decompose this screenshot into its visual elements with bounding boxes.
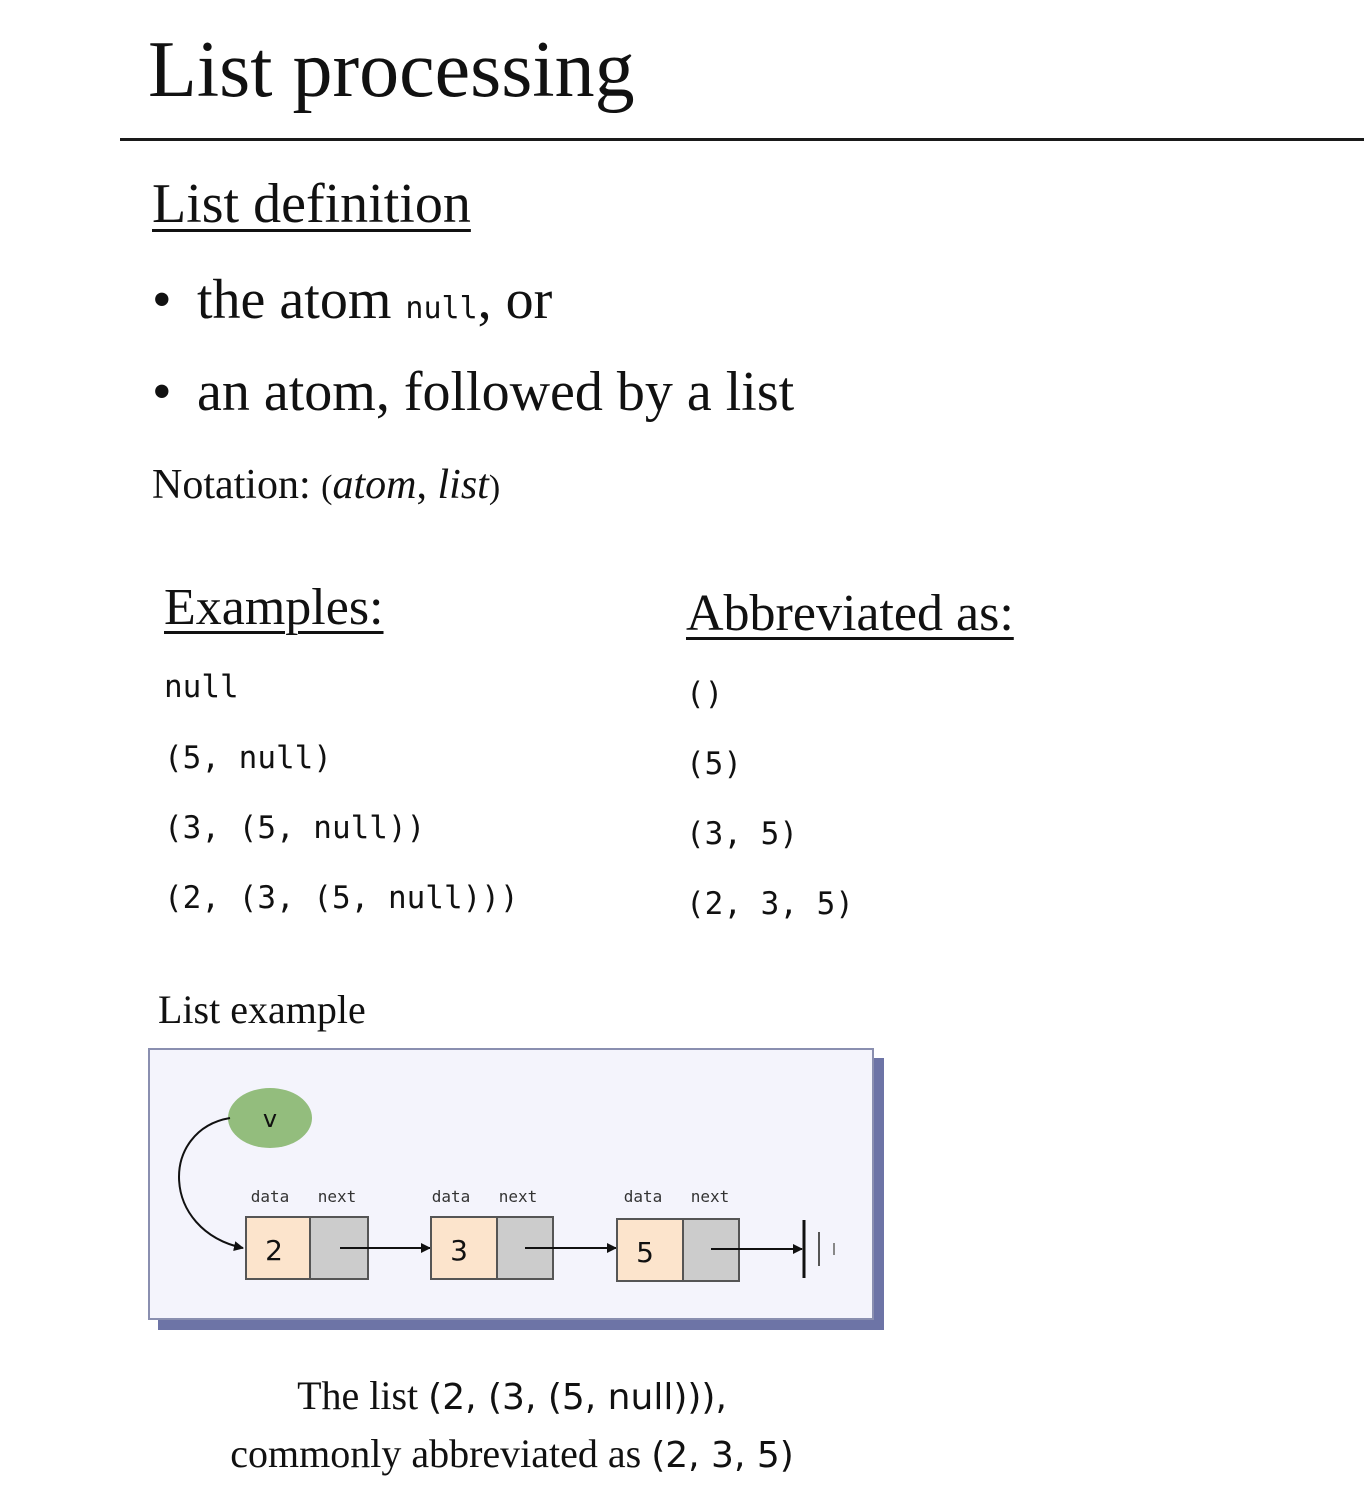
- node-1-value: 2: [265, 1234, 283, 1267]
- abbreviated-row: (2, 3, 5): [686, 886, 854, 922]
- caption-text: The list: [297, 1373, 429, 1418]
- notation-list: list: [437, 462, 489, 508]
- examples-heading: Examples:: [164, 579, 384, 636]
- pointer-node-v: [228, 1088, 312, 1148]
- pointer-label: v: [263, 1105, 277, 1133]
- definition-bullet-2: • an atom, followed by a list: [152, 364, 794, 420]
- node-1-data-label: data: [251, 1187, 290, 1206]
- example-row: (2, (3, (5, null))): [164, 880, 519, 916]
- caption-line-2: commonly abbreviated as (2, 3, 5): [0, 1434, 1024, 1474]
- bullet-text-before: an atom, followed by a list: [197, 361, 795, 423]
- caption-value: (2, 3, 5): [651, 1435, 794, 1476]
- notation-close-paren: ): [488, 469, 501, 506]
- linked-list-svg: v data next 2 data next 3 data next 5: [178, 1088, 835, 1282]
- node-3-value: 5: [636, 1236, 654, 1269]
- caption-line-1: The list (2, (3, (5, null))),: [0, 1376, 1024, 1416]
- node-3-next-label: next: [691, 1187, 730, 1206]
- page-title: List processing: [148, 26, 635, 114]
- list-definition-heading: List definition: [152, 173, 471, 235]
- bullet-marker: •: [152, 361, 172, 423]
- node-1-next-label: next: [318, 1187, 357, 1206]
- node-2-next-label: next: [499, 1187, 538, 1206]
- node-2-data-label: data: [432, 1187, 471, 1206]
- notation-label: Notation:: [152, 462, 322, 508]
- caption-value: (2, (3, (5, null))),: [428, 1377, 727, 1418]
- bullet-marker: •: [152, 269, 172, 331]
- example-row: null: [164, 669, 239, 705]
- abbreviated-heading: Abbreviated as:: [686, 585, 1014, 642]
- node-2-data-cell: [430, 1216, 498, 1280]
- node-3-data-label: data: [624, 1187, 663, 1206]
- abbreviated-row: (): [686, 676, 724, 712]
- list-example-label: List example: [158, 987, 366, 1032]
- notation-comma: ,: [416, 462, 438, 508]
- linked-list-diagram: v data next 2 data next 3 data next 5: [148, 1048, 874, 1320]
- bullet-text-before: the atom: [197, 269, 406, 331]
- notation-atom: atom: [332, 462, 417, 508]
- node-2-value: 3: [450, 1234, 468, 1267]
- null-terminator-icon: [802, 1220, 835, 1278]
- pointer-arrow: [178, 1117, 244, 1251]
- notation-open-paren: (: [321, 469, 333, 506]
- abbreviated-row: (5): [686, 746, 742, 782]
- caption-text: commonly abbreviated as: [230, 1431, 652, 1476]
- bullet-text-after: , or: [477, 269, 553, 331]
- notation-line: Notation: (atom, list): [152, 464, 500, 506]
- title-divider: [120, 138, 1364, 141]
- example-row: (5, null): [164, 740, 332, 776]
- definition-bullet-1: • the atom null, or: [152, 272, 552, 328]
- example-row: (3, (5, null)): [164, 810, 426, 846]
- abbreviated-row: (3, 5): [686, 816, 798, 852]
- bullet-inline-code: null: [405, 291, 478, 326]
